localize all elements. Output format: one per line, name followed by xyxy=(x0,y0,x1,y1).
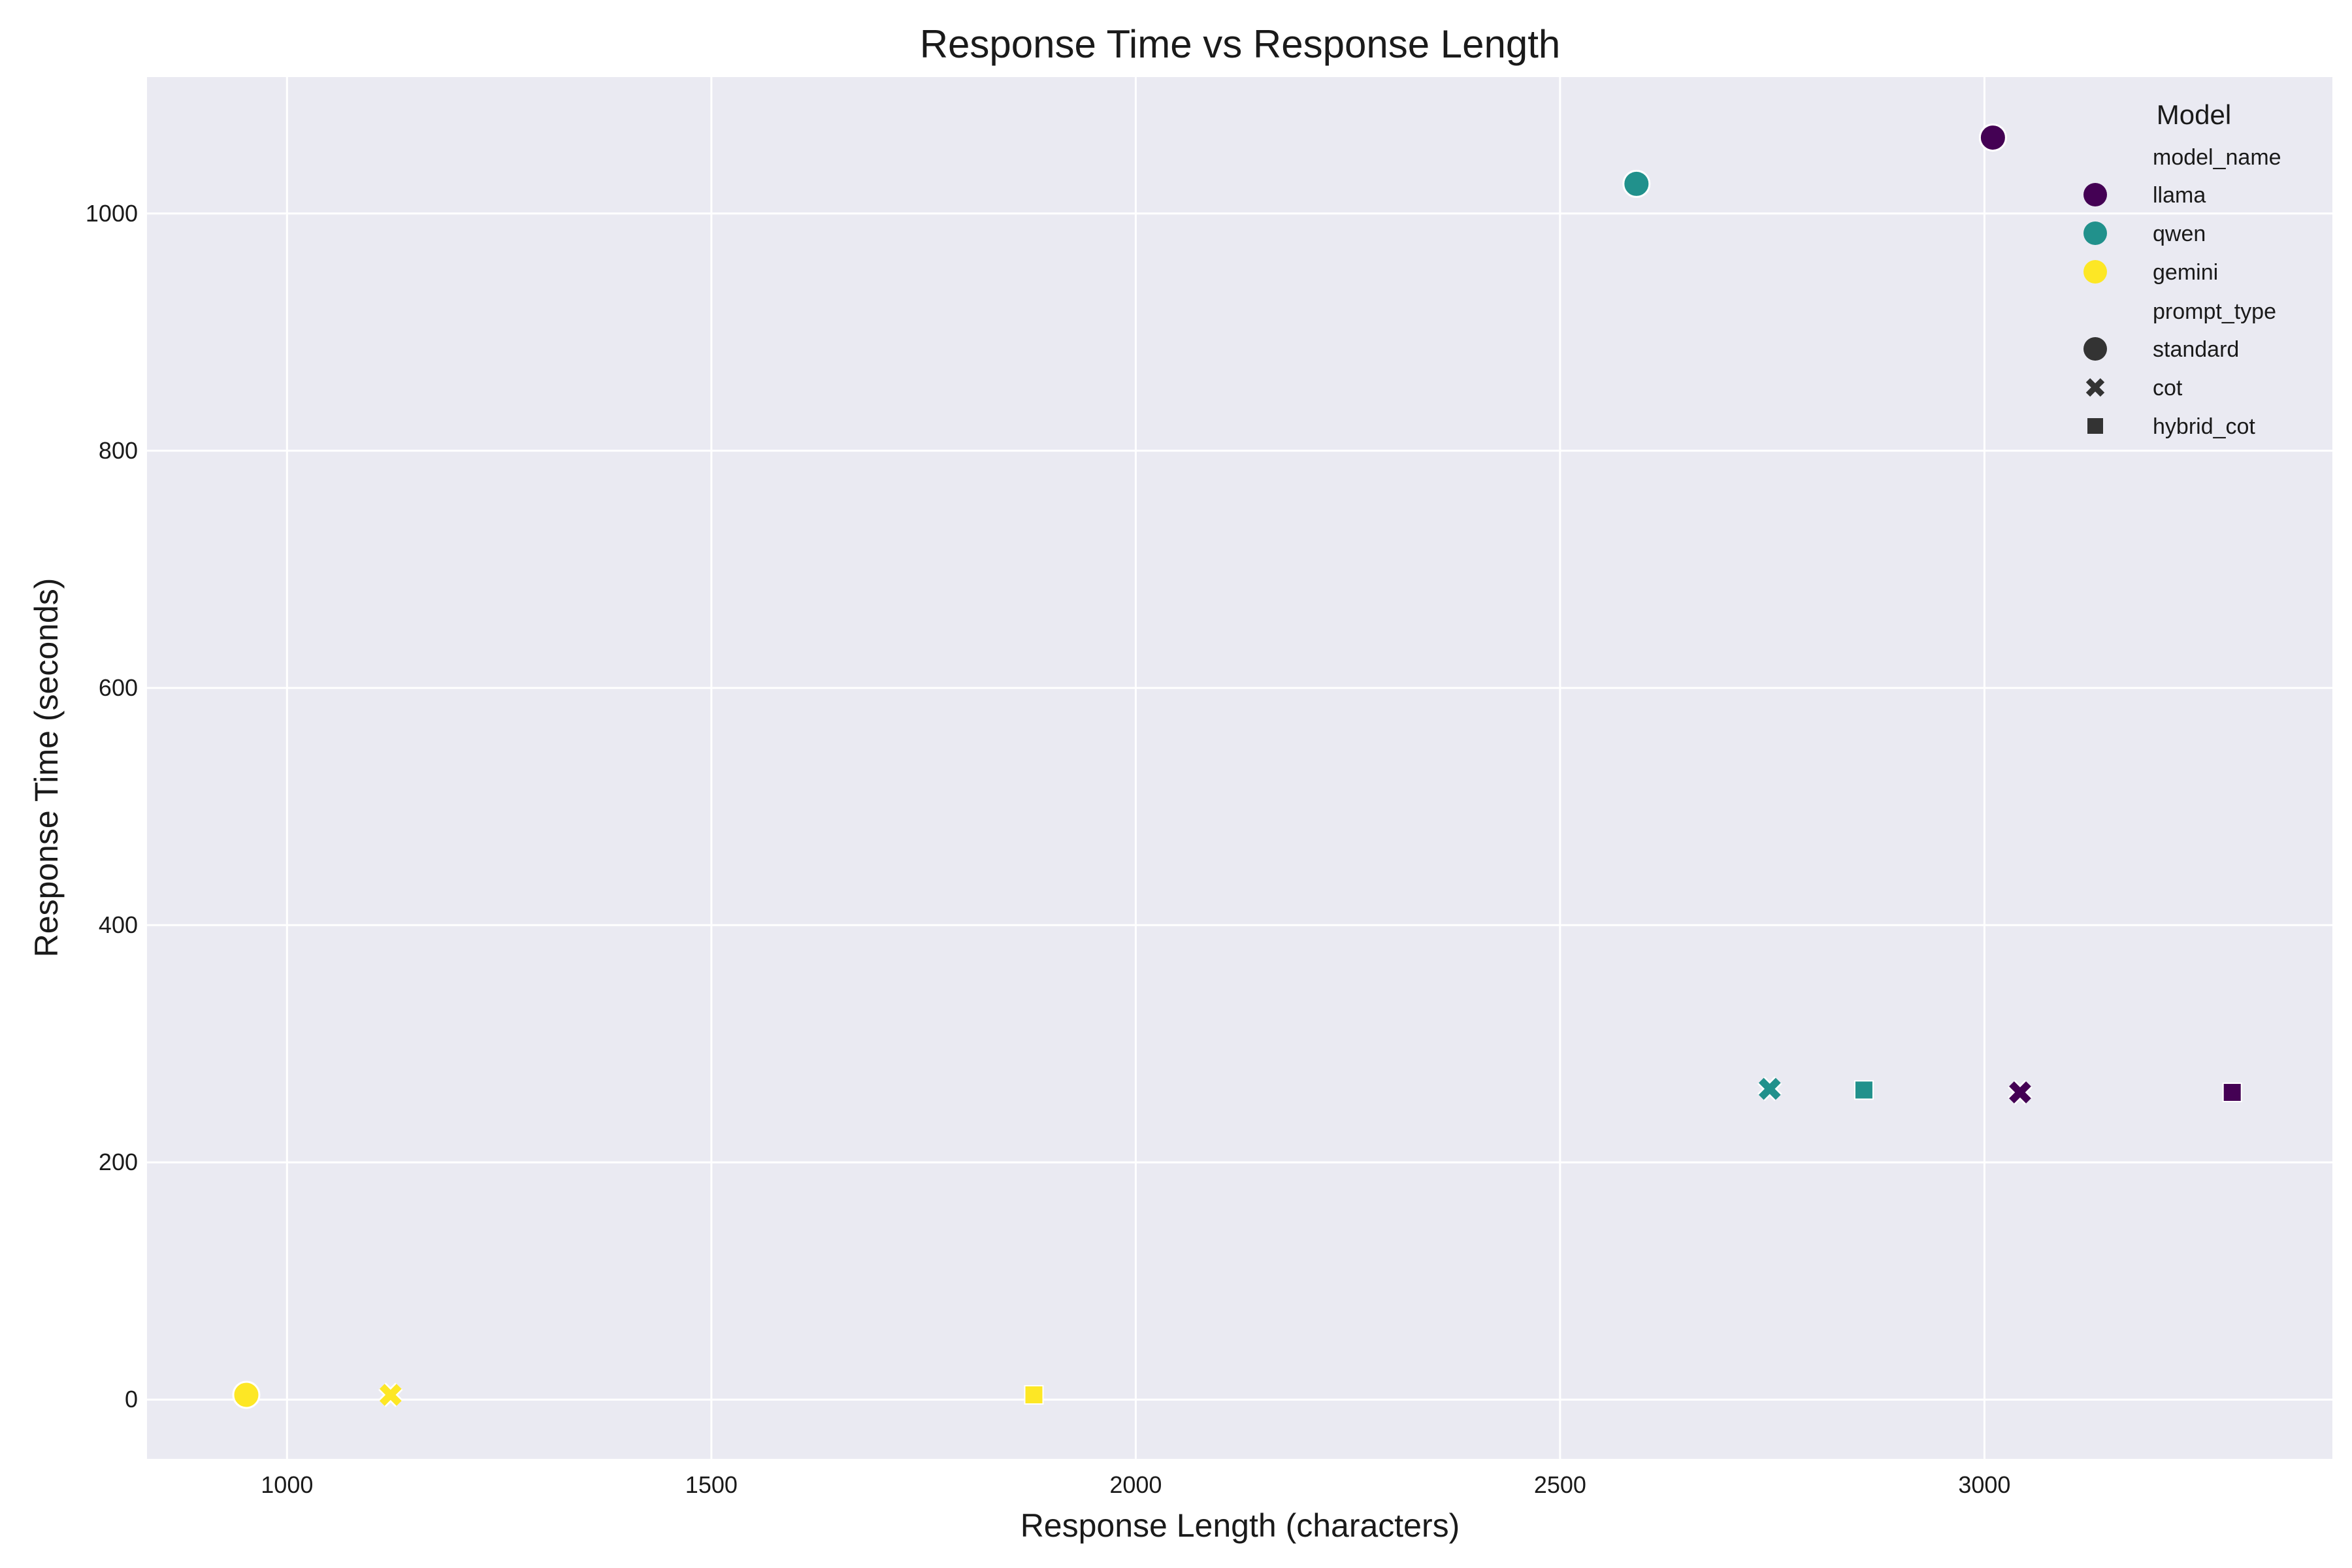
chart-title: Response Time vs Response Length xyxy=(920,22,1561,66)
data-point-qwen-standard xyxy=(1622,169,1651,198)
y-tick-label: 600 xyxy=(99,674,138,701)
x-tick-label: 3000 xyxy=(1958,1471,2010,1498)
data-points xyxy=(232,123,2242,1409)
y-tick-label: 200 xyxy=(99,1149,138,1175)
legend-style-header: prompt_type xyxy=(2153,299,2276,324)
x-tick-label: 1500 xyxy=(685,1471,738,1498)
legend-label-llama: llama xyxy=(2153,183,2206,208)
x-tick-label: 1000 xyxy=(261,1471,313,1498)
x-axis-label: Response Length (characters) xyxy=(1021,1507,1460,1544)
y-tick-labels: 0 200 400 600 800 1000 xyxy=(86,200,138,1413)
data-point-gemini-cot xyxy=(378,1382,403,1407)
grid-lines xyxy=(147,77,2332,1459)
legend-marker-gemini xyxy=(2083,260,2107,284)
y-axis-label: Response Time (seconds) xyxy=(28,578,65,958)
data-point-qwen-hybrid_cot xyxy=(1854,1080,1874,1100)
legend-label-standard: standard xyxy=(2153,337,2239,362)
data-point-llama-cot xyxy=(2008,1080,2033,1105)
legend: Model model_name prompt_type llama qwen ge… xyxy=(2083,99,2281,439)
y-tick-label: 0 xyxy=(125,1386,138,1413)
data-point-gemini-hybrid_cot xyxy=(1024,1384,1044,1405)
x-tick-label: 2000 xyxy=(1109,1471,1162,1498)
x-tick-labels: 1000 1500 2000 2500 3000 xyxy=(261,1471,2010,1498)
y-tick-label: 800 xyxy=(99,437,138,464)
legend-label-hybrid_cot: hybrid_cot xyxy=(2153,414,2255,439)
y-tick-label: 400 xyxy=(99,911,138,938)
x-tick-label: 2500 xyxy=(1534,1471,1586,1498)
legend-hue-header: model_name xyxy=(2153,145,2281,170)
data-point-llama-standard xyxy=(1978,123,2007,152)
legend-title: Model xyxy=(2157,99,2231,130)
legend-label-qwen: qwen xyxy=(2153,221,2206,246)
plot-area xyxy=(147,77,2332,1459)
legend-marker-cot xyxy=(2085,378,2105,397)
legend-label-gemini: gemini xyxy=(2153,260,2218,285)
y-tick-label: 1000 xyxy=(86,200,138,227)
legend-marker-hybrid_cot xyxy=(2087,418,2103,434)
legend-label-cot: cot xyxy=(2153,376,2183,400)
data-point-qwen-cot xyxy=(1757,1076,1782,1102)
legend-marker-qwen xyxy=(2083,221,2107,245)
data-point-llama-hybrid_cot xyxy=(2222,1083,2242,1103)
data-point-gemini-standard xyxy=(232,1380,261,1409)
legend-marker-standard xyxy=(2083,337,2107,361)
legend-marker-llama xyxy=(2083,183,2107,206)
